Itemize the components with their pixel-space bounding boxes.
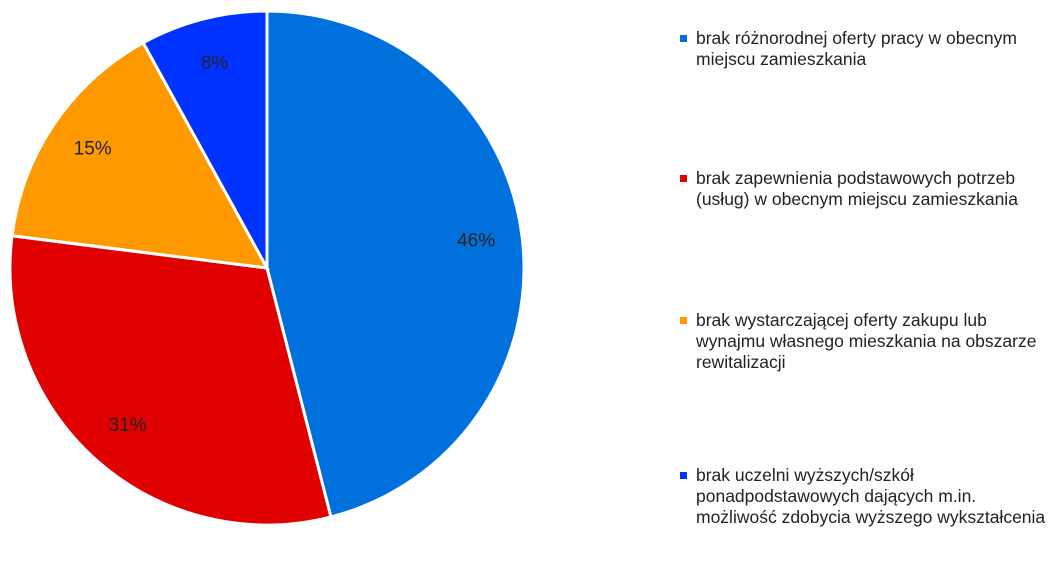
- data-label: 46%: [457, 231, 495, 252]
- legend-item: brak zapewnienia podstawowych potrzeb (u…: [680, 168, 1050, 210]
- legend-label: brak wystarczającej oferty zakupu lub wy…: [696, 310, 1037, 372]
- legend-swatch: [680, 175, 687, 182]
- legend-label: brak zapewnienia podstawowych potrzeb (u…: [696, 168, 1018, 209]
- pie-slice: [141, 9, 269, 269]
- legend-item: brak uczelni wyższych/szkół ponadpodstaw…: [680, 465, 1050, 528]
- data-label: 31%: [109, 415, 147, 436]
- chart: 46% 31% 15% 8%: [8, 9, 526, 527]
- legend-swatch: [680, 35, 687, 42]
- legend-item: brak różnorodnej oferty pracy w obecnym …: [680, 28, 1050, 70]
- pie-slice: [265, 9, 526, 519]
- legend-swatch: [680, 317, 687, 324]
- legend-label: brak różnorodnej oferty pracy w obecnym …: [696, 28, 1017, 69]
- legend-label: brak uczelni wyższych/szkół ponadpodstaw…: [696, 465, 1046, 527]
- pie-slice: [8, 234, 333, 527]
- pie-slice: [10, 40, 270, 270]
- data-label: 8%: [201, 53, 229, 74]
- legend-swatch: [680, 472, 687, 479]
- data-label: 15%: [74, 139, 112, 160]
- legend-item: brak wystarczającej oferty zakupu lub wy…: [680, 310, 1050, 373]
